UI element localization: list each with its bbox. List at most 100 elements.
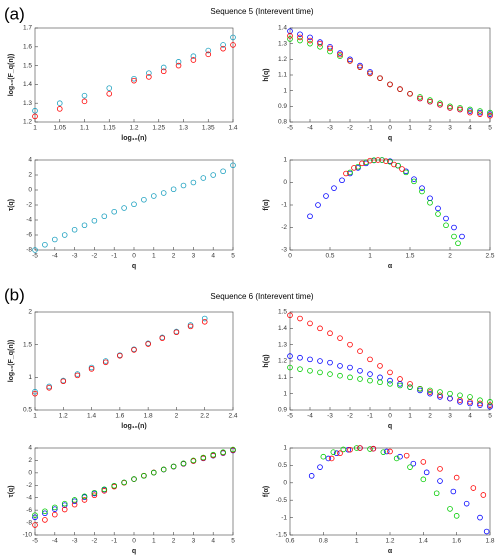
marker	[61, 506, 68, 513]
y-tick-label: -2	[26, 482, 32, 489]
x-tick-label: 5	[488, 413, 492, 420]
marker	[340, 446, 347, 453]
x-tick-label: 2.2	[200, 413, 209, 420]
x-tick-label: 1.15	[103, 125, 116, 132]
marker	[151, 193, 157, 199]
x-tick-label: 0.8	[319, 538, 328, 545]
y-tick-label: 0.9	[278, 407, 287, 414]
plot-area	[289, 447, 491, 536]
marker	[437, 466, 443, 472]
marker	[81, 92, 88, 99]
y-tick-label: 1.2	[278, 56, 287, 63]
marker	[417, 385, 423, 392]
marker	[61, 232, 68, 238]
y-tick-label: 4	[28, 157, 32, 164]
x-tick-label: 1.4	[419, 538, 428, 545]
marker	[420, 459, 427, 465]
marker	[331, 185, 337, 191]
marker	[383, 448, 390, 455]
marker	[187, 323, 194, 330]
marker	[419, 188, 425, 195]
marker	[447, 506, 453, 512]
y-axis-label: log₁₀(F_q(n))	[8, 340, 15, 383]
marker	[467, 400, 473, 407]
marker	[455, 240, 461, 247]
x-tick-label: -5	[32, 253, 38, 260]
marker	[339, 177, 345, 184]
marker	[435, 211, 441, 217]
y-tick-label: -8	[26, 519, 32, 526]
x-tick-label: 5	[488, 125, 492, 132]
marker	[101, 486, 108, 493]
marker	[42, 517, 48, 523]
marker	[467, 106, 473, 113]
marker	[220, 449, 226, 456]
y-tick-label: 1.5	[23, 62, 32, 69]
y-tick-label: 2	[28, 172, 32, 179]
y-tick-label: -1	[281, 514, 287, 521]
marker	[420, 476, 427, 483]
x-tick-label: -1	[111, 253, 117, 260]
y-tick-label: 1.4	[278, 25, 287, 32]
marker	[487, 111, 493, 117]
marker	[355, 163, 361, 170]
marker	[337, 51, 343, 58]
marker	[327, 330, 333, 337]
x-tick-label: 0.5	[325, 253, 334, 260]
marker	[175, 59, 182, 65]
marker	[357, 367, 363, 374]
marker	[42, 510, 48, 517]
x-tick-label: 5	[231, 253, 235, 260]
x-tick-label: 3	[192, 253, 196, 260]
marker	[307, 40, 313, 47]
x-tick-label: 3	[192, 538, 196, 545]
x-tick-label: 1.3	[179, 125, 188, 132]
marker	[367, 69, 373, 75]
y-axis-label: τ(q)	[8, 485, 15, 497]
marker	[435, 205, 441, 212]
marker	[487, 109, 493, 116]
marker	[410, 460, 417, 467]
marker	[88, 366, 95, 372]
marker	[91, 217, 98, 224]
marker	[56, 106, 63, 112]
x-tick-label: 0	[132, 253, 136, 260]
marker	[451, 224, 457, 231]
x-axis-label: q	[132, 548, 136, 555]
x-axis-label: q	[388, 135, 392, 142]
x-tick-label: -1	[367, 413, 373, 420]
marker	[337, 372, 343, 379]
plot-area	[34, 447, 234, 536]
marker	[205, 47, 212, 54]
marker	[173, 329, 180, 336]
y-tick-label: -4	[26, 217, 32, 224]
y-tick-label: -0.5	[276, 497, 288, 504]
x-tick-label: 0	[132, 538, 136, 545]
marker	[210, 172, 217, 178]
marker	[131, 75, 137, 82]
marker	[403, 169, 409, 176]
x-tick-label: 1.1	[80, 125, 89, 132]
marker	[307, 367, 313, 374]
panel-title: Sequence 5 (Interevent time)	[210, 7, 314, 16]
marker	[347, 56, 353, 63]
marker	[32, 107, 38, 114]
marker	[317, 43, 323, 50]
marker	[61, 500, 68, 507]
marker	[51, 511, 58, 518]
marker	[487, 402, 493, 408]
marker	[32, 388, 38, 395]
marker	[320, 453, 327, 460]
marker	[337, 450, 343, 457]
marker	[32, 512, 38, 518]
marker	[351, 165, 357, 171]
marker	[433, 490, 440, 497]
marker	[375, 157, 381, 163]
marker	[46, 384, 52, 391]
marker	[395, 162, 401, 169]
marker	[467, 109, 473, 116]
marker	[131, 77, 137, 84]
marker	[230, 42, 236, 48]
marker	[317, 369, 323, 376]
